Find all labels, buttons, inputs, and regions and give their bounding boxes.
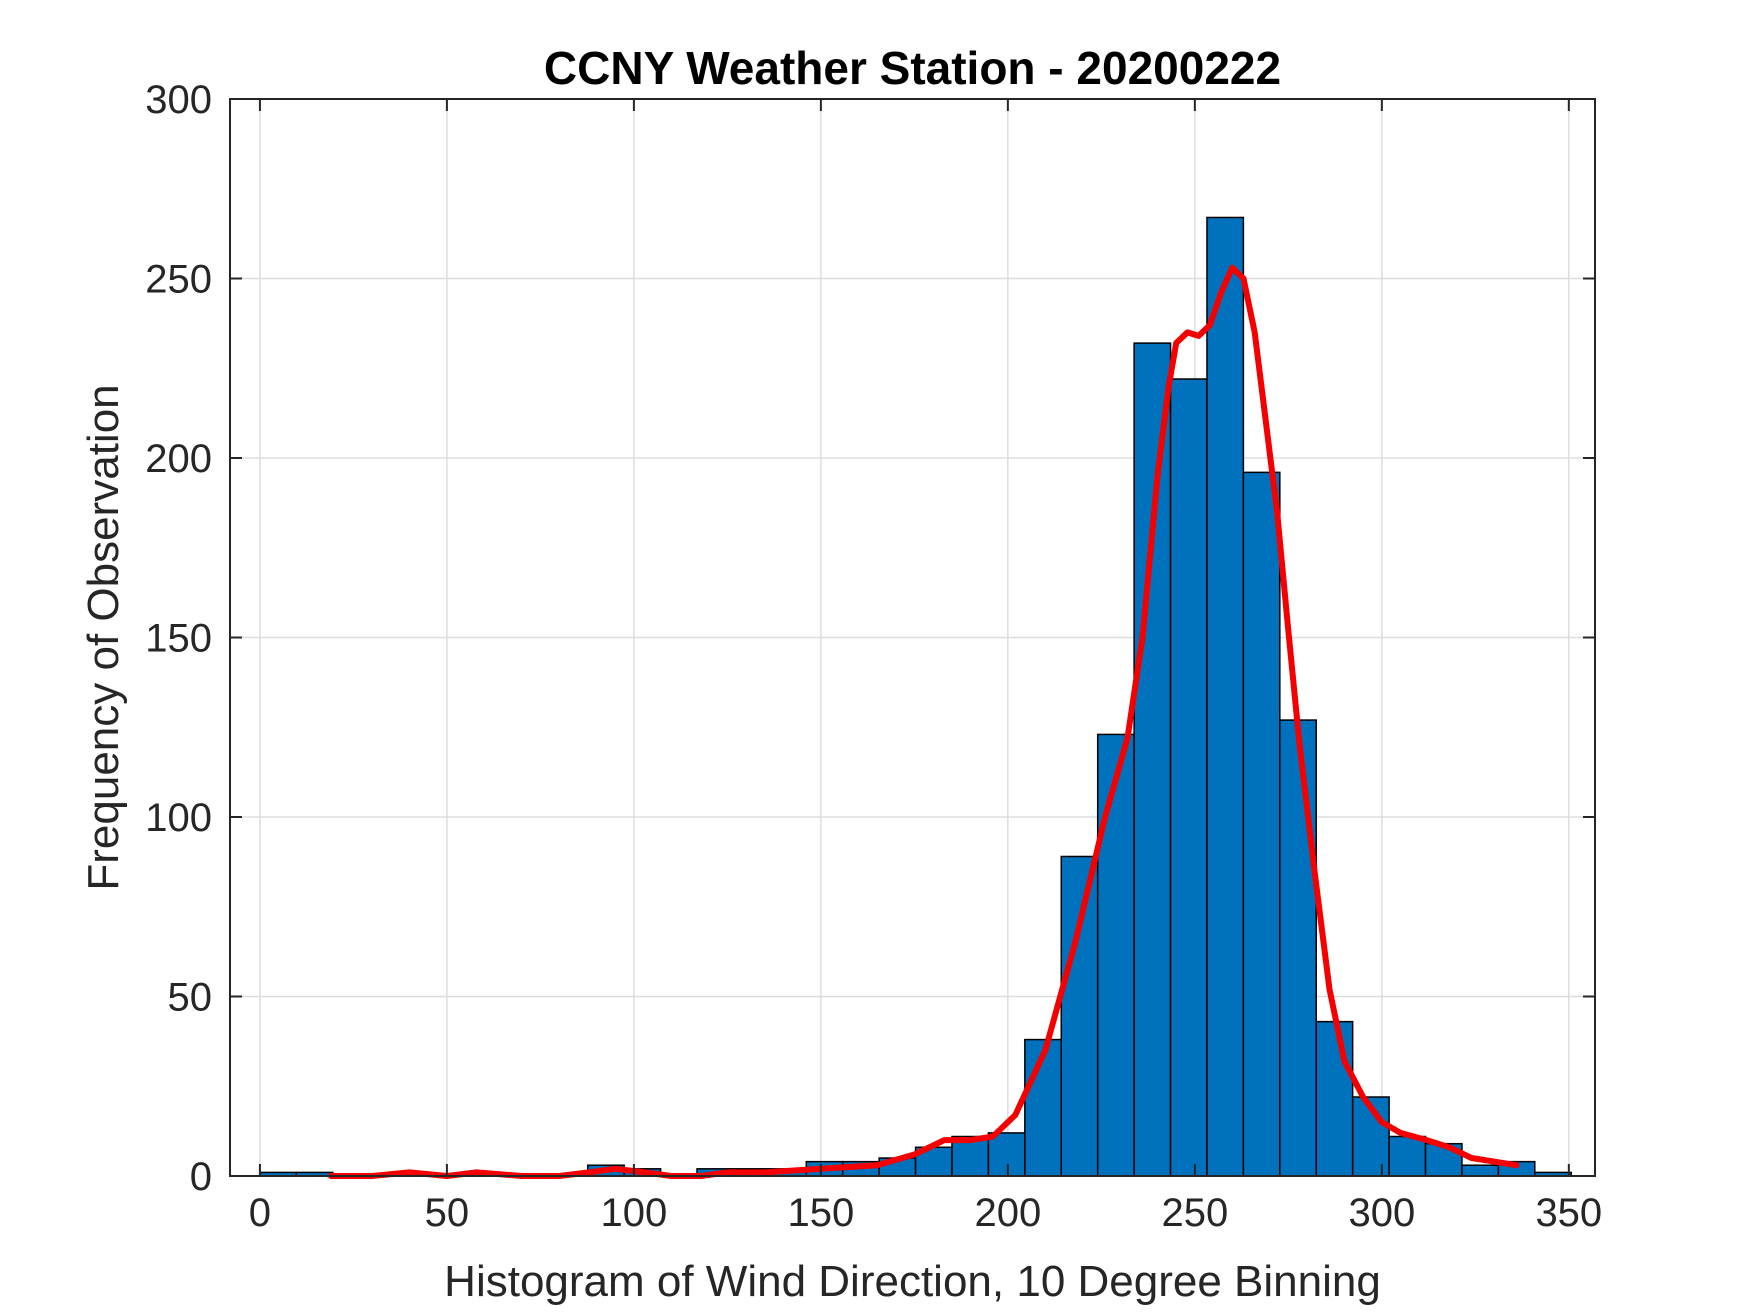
histogram-bar xyxy=(1096,733,1135,1177)
y-tick-label: 250 xyxy=(145,258,212,302)
x-tick-label: 150 xyxy=(788,1191,855,1235)
y-tick-label: 200 xyxy=(145,437,212,481)
y-tick-label: 0 xyxy=(190,1155,212,1199)
y-tick-label: 100 xyxy=(145,796,212,840)
histogram-bar xyxy=(1461,1164,1500,1177)
tick-labels: 0 50 100 150 200 250 300 350 0 50 100 150 200 250 300 xyxy=(145,78,1602,1235)
histogram-bar xyxy=(1315,1020,1354,1177)
x-tick-label: 350 xyxy=(1535,1191,1602,1235)
histogram-bar xyxy=(1060,855,1099,1177)
grid-lines xyxy=(230,98,1595,1177)
histogram-bar xyxy=(1279,719,1317,1177)
axes xyxy=(229,98,1596,1177)
x-tick-label: 0 xyxy=(249,1191,271,1235)
fit-curve-line xyxy=(328,264,1520,1179)
histogram-bar xyxy=(914,1146,953,1177)
histogram-bar xyxy=(1024,1038,1063,1177)
y-tick-label: 300 xyxy=(145,78,212,122)
histogram-bar xyxy=(987,1132,1026,1177)
fit-curve-layer xyxy=(328,264,1520,1179)
x-axis-label: Histogram of Wind Direction, 10 Degree B… xyxy=(444,1257,1381,1306)
histogram-bars xyxy=(259,216,1572,1177)
y-tick-label: 50 xyxy=(168,976,213,1020)
histogram-bar xyxy=(1388,1135,1427,1177)
histogram-bar xyxy=(1169,378,1208,1177)
histogram-bar xyxy=(1242,471,1281,1177)
x-tick-label: 200 xyxy=(974,1191,1041,1235)
x-tick-label: 250 xyxy=(1161,1191,1228,1235)
histogram-bar xyxy=(1133,342,1172,1177)
x-tick-label: 300 xyxy=(1348,1191,1415,1235)
x-tick-label: 50 xyxy=(425,1191,470,1235)
histogram-bar xyxy=(1424,1142,1463,1177)
chart-title: CCNY Weather Station - 20200222 xyxy=(544,42,1281,94)
y-tick-label: 150 xyxy=(145,617,212,661)
y-axis-label: Frequency of Observation xyxy=(79,384,128,890)
histogram-bar xyxy=(1206,216,1245,1177)
x-tick-label: 100 xyxy=(601,1191,668,1235)
